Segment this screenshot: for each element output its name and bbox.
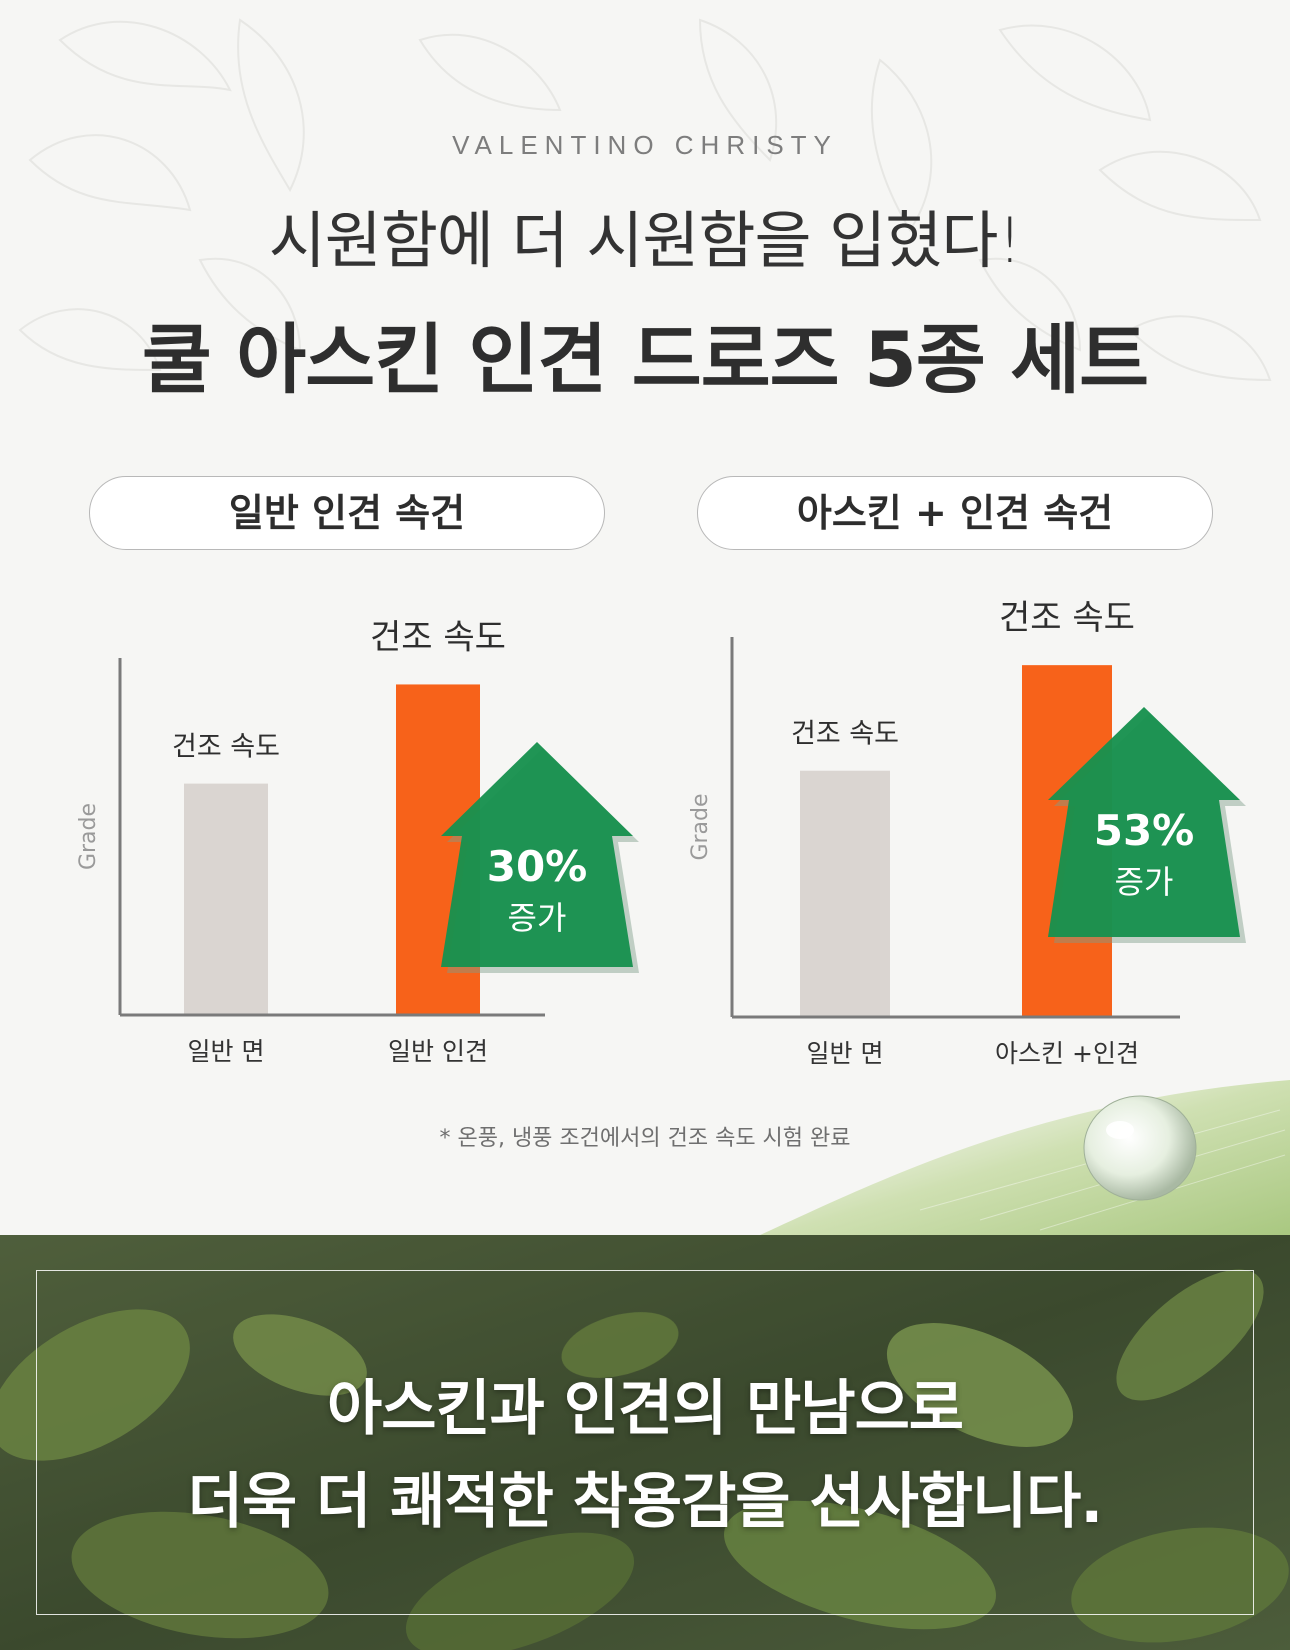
x-tick-label-2: 아스킨 +인견 <box>995 1039 1139 1068</box>
bar-1 <box>184 783 268 1014</box>
bar-label-2: 건조 속도 <box>999 598 1135 638</box>
increase-percent: 53% <box>1094 806 1195 855</box>
slogan-frame <box>36 1270 1254 1615</box>
increase-text: 증가 <box>508 899 567 937</box>
right-comparison-label: 아스킨 + 인견 속건 <box>697 476 1213 550</box>
increase-percent: 30% <box>487 842 588 891</box>
left-comparison-label: 일반 인견 속건 <box>89 476 605 550</box>
x-tick-label-2: 일반 인견 <box>388 1037 488 1066</box>
headline-subtitle: 시원함에 더 시원함을 입혔다! <box>268 204 1022 277</box>
tea-leaves-background <box>0 1235 1290 1650</box>
y-axis-label: Grade <box>76 803 101 870</box>
slogan-line-1: 아스킨과 인견의 만남으로 <box>327 1374 964 1444</box>
x-tick-label-1: 일반 면 <box>807 1039 884 1068</box>
increase-arrow-icon <box>441 742 633 967</box>
bar-label-1: 건조 속도 <box>172 732 280 763</box>
bar-1 <box>800 770 890 1016</box>
x-tick-label-1: 일반 면 <box>188 1037 265 1066</box>
increase-text: 증가 <box>1115 863 1174 901</box>
test-footnote: * 온풍, 냉풍 조건에서의 건조 속도 시험 완료 <box>439 1126 851 1151</box>
bottom-banner: 아스킨과 인견의 만남으로 더욱 더 쾌적한 착용감을 선사합니다. <box>0 1235 1290 1650</box>
floral-background-pattern <box>18 18 1272 382</box>
bar-label-1: 건조 속도 <box>791 719 899 750</box>
brand-name: VALENTINO CHRISTY <box>452 130 838 160</box>
increase-arrow-icon <box>1048 707 1240 937</box>
bar-label-2: 건조 속도 <box>370 617 506 657</box>
slogan-line-2: 더욱 더 쾌적한 착용감을 선사합니다. <box>187 1467 1103 1537</box>
y-axis-label: Grade <box>688 793 713 860</box>
leaf-water-drop-image <box>760 1080 1290 1240</box>
headline-title: 쿨 아스킨 인견 드로즈 5종 세트 <box>141 315 1149 404</box>
